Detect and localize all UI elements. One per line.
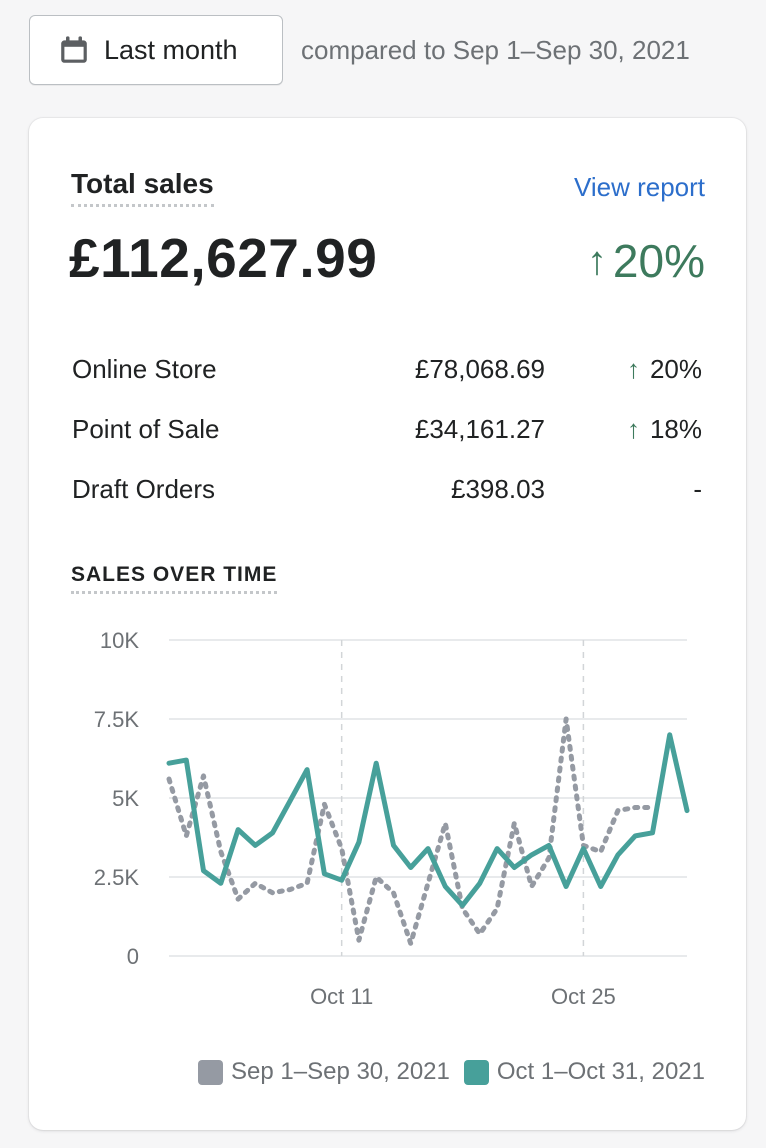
row-label: Point of Sale	[72, 414, 220, 444]
sales-over-time-chart[interactable]: 0 2.5K 5K 7.5K 10K Oct 11 Oct 25	[29, 608, 746, 1048]
y-tick-label: 2.5K	[94, 865, 140, 890]
total-sales-change: ↑ 20%	[587, 234, 705, 288]
chart-legend: Sep 1–Sep 30, 2021 Oct 1–Oct 31, 2021	[198, 1058, 705, 1086]
total-sales-card: Total sales View report £112,627.99 ↑ 20…	[29, 118, 746, 1130]
row-change-value: -	[693, 474, 702, 504]
row-value: £34,161.27	[414, 414, 545, 444]
legend-label-previous: Sep 1–Sep 30, 2021	[231, 1058, 450, 1085]
legend-swatch-current	[463, 1059, 489, 1085]
arrow-up-icon: ↑	[626, 414, 640, 444]
row-label: Online Store	[72, 354, 217, 384]
legend-label-current: Oct 1–Oct 31, 2021	[496, 1058, 705, 1085]
section-title-sales-over-time[interactable]: SALES OVER TIME	[71, 563, 278, 594]
x-tick-label: Oct 11	[310, 984, 373, 1009]
date-range-label: Last month	[104, 34, 238, 65]
card-title[interactable]: Total sales	[71, 168, 214, 207]
total-sales-value: £112,627.99	[69, 227, 378, 289]
arrow-up-icon: ↑	[626, 354, 640, 384]
row-value: £78,068.69	[414, 354, 545, 384]
total-change-value: 20%	[612, 235, 705, 287]
view-report-link[interactable]: View report	[573, 172, 705, 202]
row-change: ↑ 18%	[627, 414, 702, 445]
row-change: -	[693, 474, 702, 505]
y-tick-label: 5K	[112, 786, 139, 811]
row-label: Draft Orders	[72, 474, 216, 504]
y-tick-label: 10K	[100, 628, 139, 653]
legend-item-current[interactable]: Oct 1–Oct 31, 2021	[463, 1058, 705, 1086]
row-change-value: 20%	[649, 354, 702, 384]
date-filter-bar: Last month compared to Sep 1–Sep 30, 202…	[29, 15, 690, 85]
y-tick-label: 7.5K	[94, 707, 140, 732]
row-change: ↑ 20%	[627, 354, 702, 385]
legend-item-previous[interactable]: Sep 1–Sep 30, 2021	[198, 1058, 450, 1086]
sales-breakdown: Online Store £78,068.69 ↑ 20% Point of S…	[72, 346, 702, 526]
arrow-up-icon: ↑	[586, 238, 607, 283]
y-tick-label: 0	[127, 944, 139, 969]
series-line-previous	[166, 716, 655, 946]
calendar-icon	[61, 36, 87, 63]
breakdown-row-online-store: Online Store £78,068.69 ↑ 20%	[72, 346, 702, 406]
row-change-value: 18%	[649, 414, 702, 444]
series-line-current	[166, 732, 690, 908]
breakdown-row-point-of-sale: Point of Sale £34,161.27 ↑ 18%	[72, 406, 702, 466]
legend-swatch-previous	[198, 1059, 224, 1085]
breakdown-row-draft-orders: Draft Orders £398.03 -	[72, 466, 702, 526]
row-value: £398.03	[451, 474, 545, 504]
date-range-button[interactable]: Last month	[29, 15, 283, 85]
comparison-text: compared to Sep 1–Sep 30, 2021	[301, 34, 690, 65]
x-tick-label: Oct 25	[551, 984, 616, 1009]
